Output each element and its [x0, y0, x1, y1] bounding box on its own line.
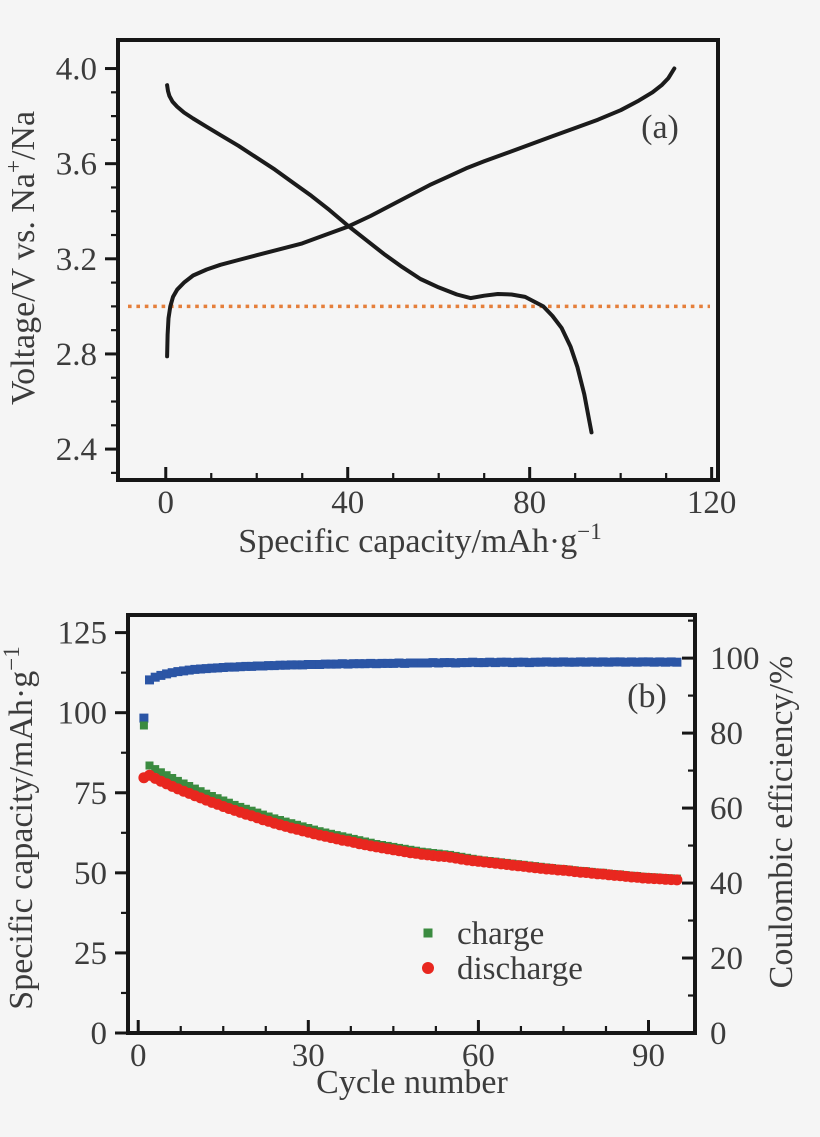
svg-text:0: 0 [158, 485, 175, 521]
panel-a-letter: (a) [641, 109, 679, 146]
coulombic-efficiency-series [139, 657, 682, 723]
panel-b-chart: 0 30 60 90 0 25 50 75 100 125 0 20 40 60 80 100 (b) Cyc… [0, 613, 800, 1101]
panel-b-right-y-axis-title: Coulombic efficiency/% [763, 656, 800, 989]
svg-text:40: 40 [331, 485, 364, 521]
legend-discharge-label: discharge [457, 951, 583, 987]
legend: charge discharge [422, 916, 583, 987]
panel-b-scatter-series [138, 657, 683, 886]
svg-text:60: 60 [710, 791, 743, 827]
panel-b-letter: (b) [627, 678, 667, 715]
panel-a-y-axis-title: Voltage/V vs. Na+/Na [1, 111, 42, 405]
svg-text:3.2: 3.2 [56, 242, 97, 278]
legend-charge-square-icon [423, 928, 433, 938]
svg-text:125: 125 [58, 616, 108, 652]
svg-text:2.4: 2.4 [56, 432, 97, 468]
svg-text:75: 75 [74, 776, 107, 812]
svg-text:40: 40 [710, 866, 743, 902]
svg-text:60: 60 [462, 1038, 495, 1074]
panel-a-x-axis-title: Specific capacity/mAh·g−1 [238, 519, 601, 560]
svg-text:30: 30 [292, 1038, 325, 1074]
svg-text:0: 0 [130, 1038, 147, 1074]
panel-a-curves [128, 66, 710, 435]
discharge-capacity-series [138, 769, 683, 886]
svg-text:90: 90 [632, 1038, 665, 1074]
svg-text:3.6: 3.6 [56, 147, 97, 183]
panel-a-axes: 0 40 80 120 2.4 2.8 3.2 3.6 4.0 [56, 38, 737, 521]
svg-text:50: 50 [74, 856, 107, 892]
svg-text:2.8: 2.8 [56, 337, 97, 373]
svg-text:0: 0 [710, 1016, 727, 1052]
panel-b-left-y-axis-title: Specific capacity/mAh·g−1 [0, 646, 40, 1009]
panel-b-axes: 0 30 60 90 0 25 50 75 100 125 0 20 40 60 80 100 [58, 613, 760, 1074]
svg-text:0: 0 [91, 1016, 108, 1052]
panel-a-chart: 0 40 80 120 2.4 2.8 3.2 3.6 4.0 (a) Specific cap… [1, 38, 737, 560]
svg-text:80: 80 [513, 485, 546, 521]
svg-text:80: 80 [710, 716, 743, 752]
legend-discharge-circle-icon [422, 962, 434, 974]
svg-text:25: 25 [74, 936, 107, 972]
legend-charge-label: charge [457, 916, 544, 952]
panel-b-x-axis-title: Cycle number [316, 1064, 508, 1101]
svg-text:100: 100 [58, 696, 108, 732]
svg-text:4.0: 4.0 [56, 52, 97, 88]
svg-text:100: 100 [710, 641, 760, 677]
svg-text:20: 20 [710, 941, 743, 977]
svg-text:120: 120 [687, 485, 737, 521]
